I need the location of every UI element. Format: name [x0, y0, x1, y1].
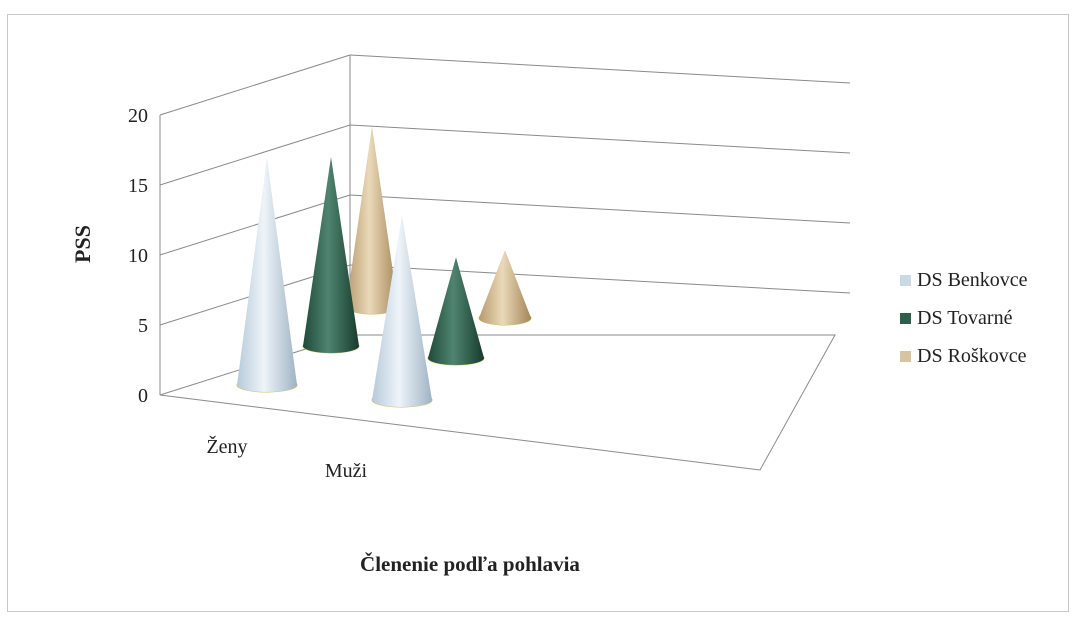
cone-0-0: [237, 157, 297, 392]
cone-1-0: [303, 157, 359, 353]
x-tick-label-1: Muži: [325, 460, 368, 482]
legend-swatch-tovarne: [900, 312, 911, 324]
x-tick-label-0: Ženy: [206, 435, 247, 458]
y-tick-label-5: 5: [138, 315, 148, 337]
gridline-back-20: [349, 54, 851, 84]
chart-frame: [7, 14, 1069, 612]
y-tick-label-0: 0: [138, 385, 148, 407]
y-tick-label-10: 10: [128, 245, 148, 267]
gridline-side-10: [159, 194, 351, 256]
legend-item-tovarne: DS Tovarné: [900, 304, 1075, 332]
cone-2-0: [346, 126, 398, 314]
cone-1-1: [428, 257, 484, 365]
gridline-side-15: [159, 124, 351, 186]
cone-2-1: [479, 250, 531, 325]
legend-label-tovarne: DS Tovarné: [917, 306, 1013, 329]
y-tick-label-15: 15: [128, 175, 148, 197]
legend-label-benkovce: DS Benkovce: [917, 268, 1028, 291]
gridline-back-5: [349, 264, 851, 294]
y-tick-label-20: 20: [128, 105, 148, 127]
x-axis-label: Členenie podľa pohlavia: [360, 552, 580, 576]
gridline-back-15: [349, 124, 851, 154]
legend-swatch-roskovce: [900, 350, 911, 362]
legend-item-roskovce: DS Roškovce: [900, 342, 1075, 370]
gridline-side-20: [159, 54, 351, 116]
legend-label-roskovce: DS Roškovce: [917, 344, 1027, 367]
legend-swatch-benkovce: [900, 274, 911, 286]
gridline-back-10: [349, 194, 851, 224]
legend: DS Benkovce DS Tovarné DS Roškovce: [900, 266, 1075, 380]
cone-0-1: [372, 215, 432, 407]
y-axis-label: PSS: [70, 225, 95, 263]
legend-item-benkovce: DS Benkovce: [900, 266, 1075, 294]
